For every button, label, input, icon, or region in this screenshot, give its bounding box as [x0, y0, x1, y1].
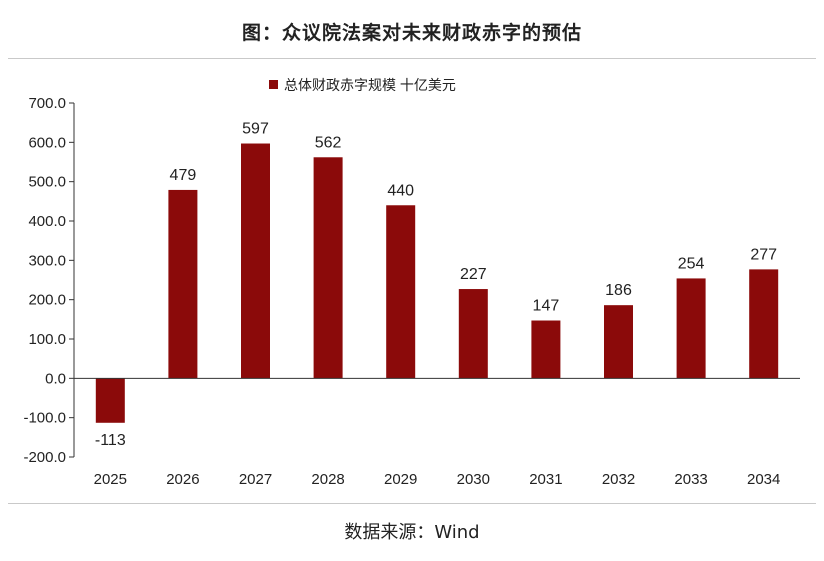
x-tick-label: 2029 [384, 471, 417, 488]
bar-2028 [313, 157, 343, 379]
x-tick-label: 2032 [602, 471, 635, 488]
bar-2025 [95, 378, 125, 423]
bottom-divider [8, 503, 816, 504]
bar-2030 [458, 289, 488, 379]
x-tick-label: 2028 [311, 471, 344, 488]
data-label-2025: -113 [95, 432, 126, 449]
y-tick-label: 100.0 [28, 331, 66, 348]
y-tick-label: 400.0 [28, 213, 66, 230]
y-tick-label: -100.0 [23, 410, 66, 427]
data-label-2032: 186 [605, 282, 632, 299]
data-source: 数据来源：Wind [344, 522, 480, 543]
x-tick-label: 2034 [747, 471, 780, 488]
data-label-2033: 254 [678, 255, 705, 272]
legend-label: 总体财政赤字规模 十亿美元 [284, 77, 456, 93]
data-label-2029: 440 [387, 182, 414, 199]
y-tick-label: 200.0 [28, 292, 66, 309]
y-tick-label: 500.0 [28, 174, 66, 191]
data-label-2031: 147 [533, 298, 560, 315]
x-tick-label: 2026 [166, 471, 199, 488]
bar-2027 [241, 143, 270, 379]
legend-swatch [269, 80, 278, 89]
x-tick-label: 2030 [457, 471, 490, 488]
bar-2033 [676, 278, 706, 379]
data-label-2026: 479 [170, 167, 197, 184]
x-tick-label: 2027 [239, 471, 272, 488]
bar-2032 [604, 305, 633, 379]
y-tick-label: -200.0 [23, 449, 66, 466]
legend: 总体财政赤字规模 十亿美元 [269, 77, 456, 93]
bar-2029 [386, 205, 416, 379]
data-label-2034: 277 [750, 246, 777, 263]
y-tick-label: 600.0 [28, 134, 66, 151]
y-axis-ticks: 700.0 600.0 500.0 400.0 300.0 200.0 100.0 0.0 -1… [23, 95, 74, 466]
data-labels: -113 479 597 562 440 227 147 186 254 277 [95, 121, 777, 449]
y-tick-label: 700.0 [28, 95, 66, 112]
data-label-2027: 597 [242, 121, 269, 138]
x-tick-label: 2033 [674, 471, 707, 488]
bars [95, 143, 779, 423]
bar-2031 [531, 320, 561, 379]
bar-2034 [749, 269, 779, 379]
bar-2026 [168, 189, 198, 379]
chart-title: 图：众议院法案对未来财政赤字的预估 [241, 22, 582, 44]
y-tick-label: 300.0 [28, 252, 66, 269]
y-tick-label: 0.0 [45, 370, 66, 387]
x-tick-label: 2025 [94, 471, 127, 488]
data-label-2030: 227 [460, 266, 487, 283]
top-divider [8, 58, 816, 59]
x-axis-ticks: 2025 2026 2027 2028 2029 2030 2031 2032 2033 2034 [94, 471, 781, 488]
data-label-2028: 562 [315, 134, 342, 151]
x-tick-label: 2031 [529, 471, 562, 488]
